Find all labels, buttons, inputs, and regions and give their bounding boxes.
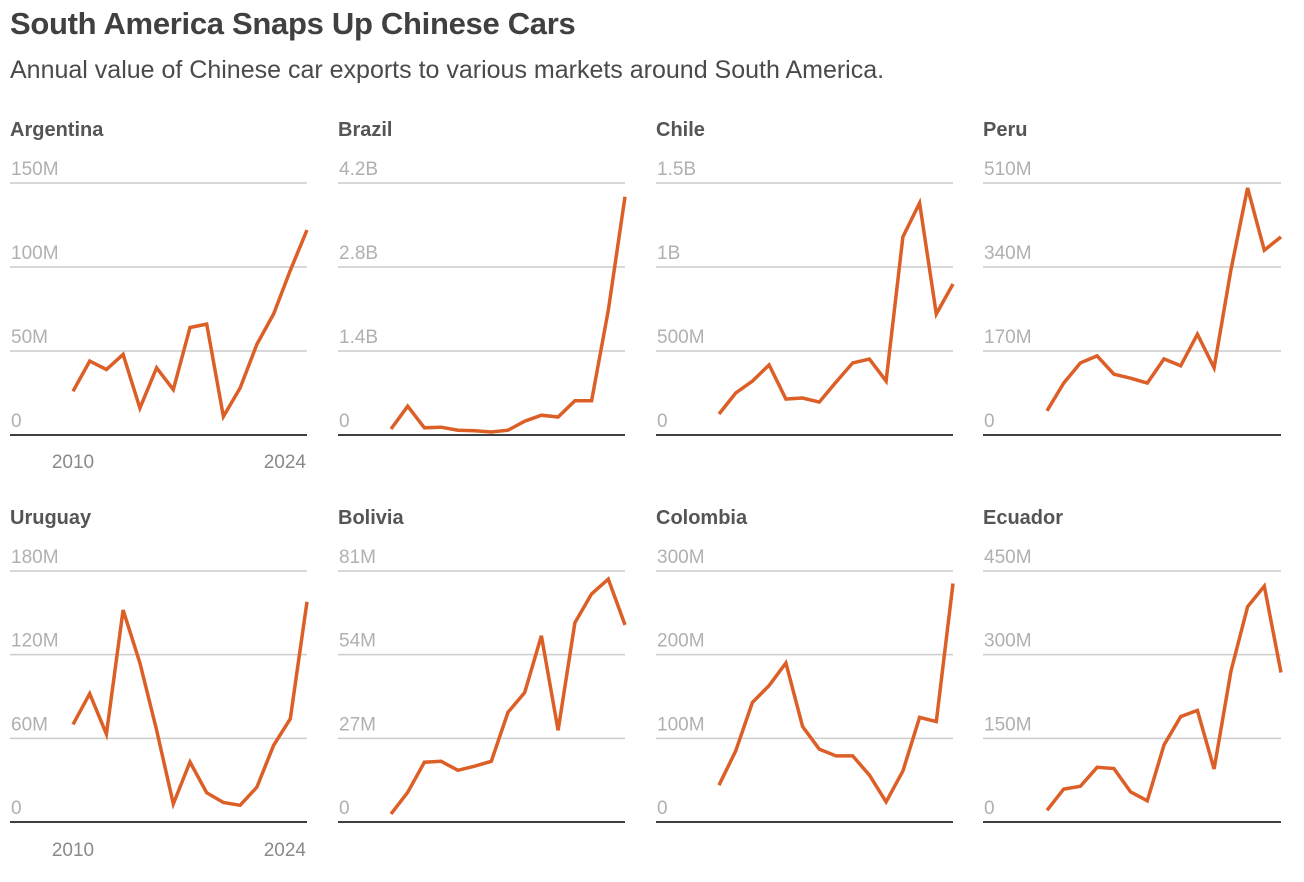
y-tick-label: 500M [657,327,705,348]
x-tick-label: 2024 [264,452,307,473]
series-line-uruguay [71,601,309,810]
panel-uruguay: Uruguay 0 60M 120M 180M 2010 2024 [10,507,309,861]
y-tick-label: 60M [11,714,48,735]
series-line-colombia [717,583,955,806]
y-tick-label: 150M [11,159,59,180]
y-tick-label: 300M [657,547,705,568]
y-tick-label: 0 [11,798,22,819]
panel-brazil: Brazil 0 1.4B 2.8B 4.2B [338,119,627,436]
chart-title: South America Snaps Up Chinese Cars [10,6,576,41]
panel-title: Argentina [10,119,104,141]
y-tick-label: 0 [339,798,350,819]
y-tick-label: 100M [657,714,705,735]
y-tick-label: 2.8B [339,243,378,264]
y-tick-label: 50M [11,327,48,348]
series-line-chile [717,197,955,416]
y-tick-label: 1.5B [657,159,696,180]
y-tick-label: 150M [984,714,1032,735]
y-tick-label: 120M [11,631,59,652]
x-tick-label: 2010 [52,452,94,473]
y-tick-label: 450M [984,547,1032,568]
y-tick-label: 180M [11,547,59,568]
y-tick-label: 100M [11,243,59,264]
panel-title: Brazil [338,119,392,141]
panel-title: Bolivia [338,507,404,529]
series-line-bolivia [389,576,627,815]
y-tick-label: 200M [657,631,705,652]
y-tick-label: 0 [657,798,668,819]
series-line-peru [1045,187,1283,412]
x-tick-label: 2024 [264,840,307,861]
series-line-brazil [389,196,627,434]
panel-ecuador: Ecuador 0 150M 300M 450M [983,507,1283,823]
panel-bolivia: Bolivia 0 27M 54M 81M [338,507,627,823]
series-line-ecuador [1045,582,1283,812]
y-tick-label: 27M [339,714,376,735]
x-tick-label: 2010 [52,840,94,861]
panel-argentina: Argentina 0 50M 100M 150M 2010 2024 [10,119,309,473]
panel-colombia: Colombia 0 100M 200M 300M [656,507,955,823]
y-tick-label: 0 [657,411,668,432]
y-tick-label: 4.2B [339,159,378,180]
chart-subtitle: Annual value of Chinese car exports to v… [10,56,885,84]
panel-title: Chile [656,119,705,141]
panel-title: Uruguay [10,507,92,529]
y-tick-label: 0 [984,798,995,819]
y-tick-label: 300M [984,631,1032,652]
panel-chile: Chile 0 500M 1B 1.5B [656,119,955,436]
panel-title: Ecuador [983,507,1063,529]
y-tick-label: 1.4B [339,327,378,348]
y-tick-label: 54M [339,631,376,652]
y-tick-label: 0 [339,411,350,432]
panel-title: Peru [983,119,1027,141]
y-tick-label: 81M [339,547,376,568]
series-line-argentina [71,229,309,422]
y-tick-label: 510M [984,159,1032,180]
panel-title: Colombia [656,507,748,529]
y-tick-label: 1B [657,243,680,264]
y-tick-label: 170M [984,327,1032,348]
y-tick-label: 0 [11,411,22,432]
panel-peru: Peru 0 170M 340M 510M [983,119,1283,436]
y-tick-label: 340M [984,243,1032,264]
y-tick-label: 0 [984,411,995,432]
